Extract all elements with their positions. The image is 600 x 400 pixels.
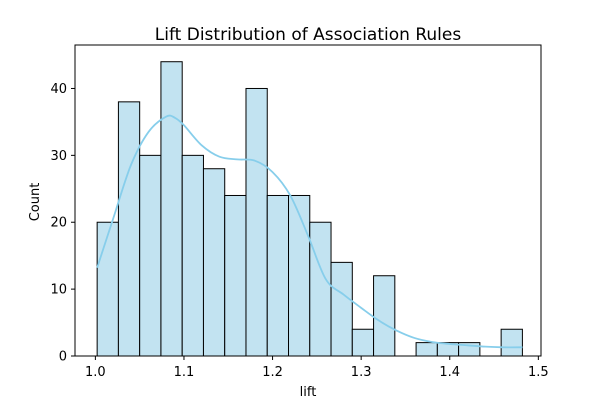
x-tick-label: 1.5 xyxy=(528,365,549,380)
y-tick-label: 0 xyxy=(59,350,67,365)
histogram-bar xyxy=(288,194,311,357)
x-axis-ticks: 1.0 1.1 1.2 1.3 1.4 1.5 xyxy=(85,356,549,380)
histogram-bar xyxy=(96,221,119,357)
histogram-bar xyxy=(202,168,226,357)
x-tick-label: 1.3 xyxy=(351,365,372,380)
histogram-bar xyxy=(181,154,204,357)
y-axis-ticks: 0 10 20 30 40 xyxy=(50,82,75,365)
histogram-bar xyxy=(415,342,438,357)
histogram-bar xyxy=(245,87,268,357)
y-tick-label: 30 xyxy=(50,149,67,164)
chart-title: Lift Distribution of Association Rules xyxy=(155,25,462,45)
histogram-bar xyxy=(373,275,396,357)
y-tick-label: 20 xyxy=(50,216,67,231)
x-tick-label: 1.1 xyxy=(174,365,195,380)
x-tick-label: 1.4 xyxy=(439,365,460,380)
histogram-bar xyxy=(160,61,183,357)
kde-curve xyxy=(96,114,523,349)
histogram-bar xyxy=(224,194,247,357)
y-tick-label: 40 xyxy=(50,82,67,97)
histogram-bar xyxy=(117,101,141,357)
histogram-bar xyxy=(309,221,332,357)
x-tick-label: 1.0 xyxy=(85,365,106,380)
histogram-bar xyxy=(500,328,523,357)
histogram-bar xyxy=(139,154,162,357)
y-axis-label: Count xyxy=(28,183,43,222)
axes-frame xyxy=(74,44,542,357)
y-tick-label: 10 xyxy=(50,283,67,298)
x-axis-label: lift xyxy=(300,385,317,400)
bars-layer xyxy=(96,61,523,357)
histogram-bar xyxy=(266,194,290,357)
histogram-bar xyxy=(330,261,353,357)
x-tick-label: 1.2 xyxy=(262,365,283,380)
histogram-bar xyxy=(351,328,375,357)
